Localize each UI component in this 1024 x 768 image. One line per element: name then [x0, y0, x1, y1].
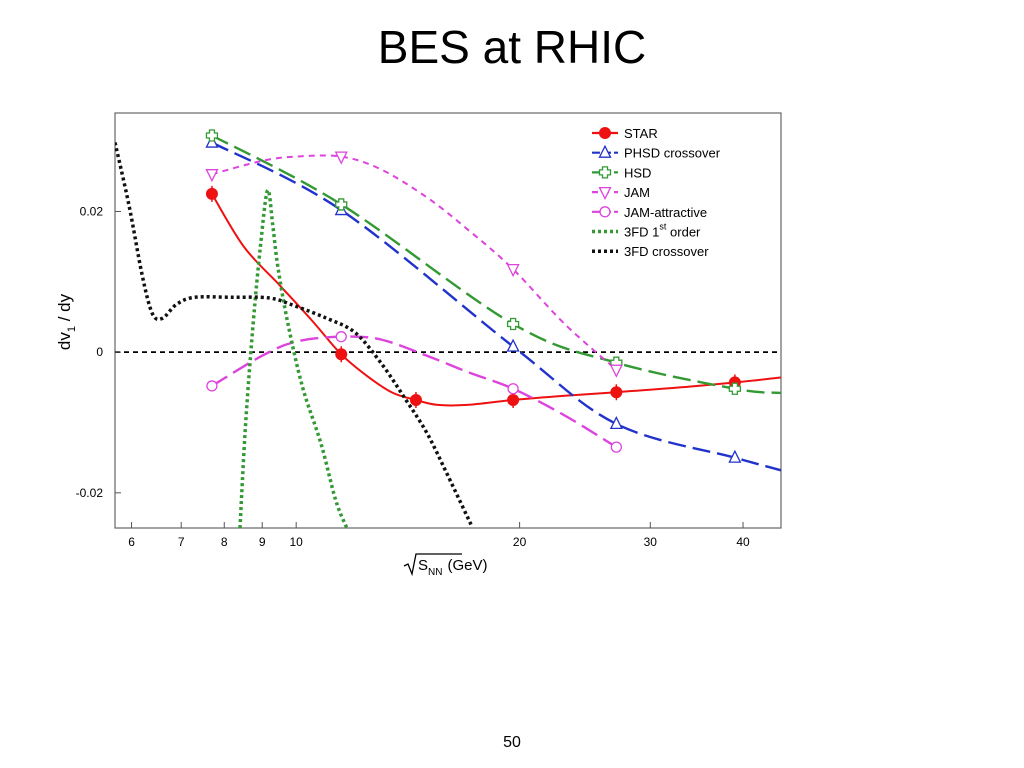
point-star	[409, 393, 422, 406]
point-star	[610, 386, 623, 399]
point-star	[335, 348, 348, 361]
y-tick-label: 0	[96, 345, 103, 359]
point-star	[507, 393, 520, 406]
curve-hsd	[211, 134, 781, 395]
point-phsd-crossover	[728, 449, 742, 463]
curve-phsd-crossover	[211, 141, 781, 472]
legend-label-jam-attractive: JAM-attractive	[624, 205, 707, 220]
point-star	[205, 187, 218, 200]
point-hsd	[335, 198, 348, 211]
x-axis-label-unit: (GeV)	[447, 557, 487, 574]
point-jam	[205, 169, 219, 183]
point-jam-attractive	[610, 441, 622, 453]
legend: STAR PHSD crossover HSD JAM JAM-attractive 3F…	[592, 126, 721, 259]
slide-title: BES at RHIC	[377, 21, 647, 73]
curve-3fd-crossover	[115, 142, 473, 526]
legend-marker-hsd	[598, 166, 612, 179]
point-jam	[506, 264, 520, 278]
legend-marker-jam-attractive	[599, 206, 611, 218]
point-phsd-crossover	[506, 338, 520, 352]
x-tick-label: 10	[290, 535, 304, 549]
legend-marker-jam	[598, 186, 612, 201]
point-jam	[609, 364, 623, 378]
legend-label-3fd-1st-order: 3FD 1st order	[624, 222, 701, 240]
point-jam-attractive	[335, 331, 347, 343]
legend-label-hsd: HSD	[624, 165, 651, 180]
y-axis-label: dv1 / dy	[55, 293, 78, 350]
legend-label-3fd-crossover: 3FD crossover	[624, 244, 709, 259]
x-tick-label: 7	[178, 535, 185, 549]
y-axis-label-sub: 1	[66, 326, 78, 332]
x-tick-label: 8	[221, 535, 228, 549]
legend-label-jam: JAM	[624, 185, 650, 200]
point-phsd-crossover	[609, 415, 623, 430]
x-tick-label: 6	[128, 535, 135, 549]
y-tick-label: 0.02	[80, 204, 104, 218]
curve-jam	[211, 154, 617, 371]
x-tick-label: 40	[736, 535, 750, 549]
sqrt-symbol	[403, 553, 462, 577]
legend-label-star: STAR	[624, 126, 658, 141]
x-axis-label-sub: NN	[428, 567, 442, 578]
point-jam	[334, 151, 348, 165]
legend-marker-phsd-crossover	[598, 144, 612, 158]
slide-number: 50	[503, 734, 521, 751]
x-axis-label: SNN (GeV)	[418, 557, 487, 578]
legend-marker-star	[599, 127, 611, 139]
x-tick-label: 9	[259, 535, 266, 549]
x-tick-label: 30	[644, 535, 658, 549]
x-axis-label-main: S	[418, 557, 428, 574]
x-tick-label: 20	[513, 535, 527, 549]
y-tick-label: -0.02	[76, 486, 104, 500]
point-jam-attractive	[507, 383, 519, 395]
point-hsd	[205, 129, 219, 142]
plot-frame	[114, 112, 782, 529]
legend-label-phsd-crossover: PHSD crossover	[624, 146, 721, 161]
curve-jam-attractive	[211, 335, 617, 449]
point-hsd	[506, 317, 520, 331]
y-axis-label-main: dv	[55, 332, 74, 350]
point-jam-attractive	[206, 380, 218, 392]
curve-star	[211, 193, 781, 407]
y-axis-label-rest: / dy	[55, 293, 74, 326]
point-hsd	[728, 382, 742, 395]
